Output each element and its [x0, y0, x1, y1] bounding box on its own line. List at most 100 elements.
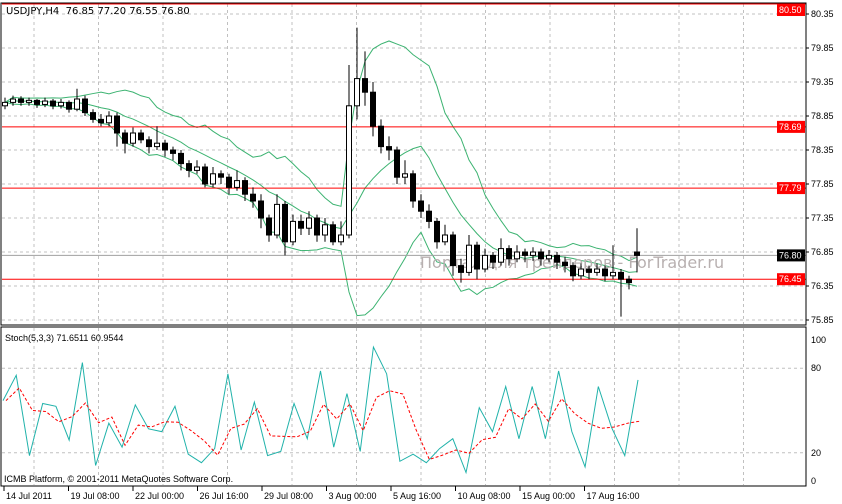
bull-candle: [402, 173, 408, 178]
bull-candle: [354, 78, 360, 107]
bull-candle: [530, 251, 536, 256]
stoch-tick-label: 20: [811, 448, 821, 458]
bear-candle: [602, 268, 608, 277]
bear-candle: [266, 217, 272, 236]
bear-candle: [90, 112, 96, 120]
bull-candle: [610, 271, 616, 277]
level-price-label: 80.50: [779, 5, 802, 15]
symbol-header: USDJPY,H4 76.85 77.20 76.55 76.80: [6, 6, 190, 17]
bear-candle: [242, 180, 248, 195]
bear-candle: [298, 220, 304, 229]
bull-candle: [210, 173, 216, 185]
time-tick-label: 29 Jul 08:00: [264, 491, 313, 501]
bear-candle: [330, 224, 336, 243]
time-tick-label: 5 Aug 16:00: [393, 491, 441, 501]
stoch-header: Stoch(5,3,3) 71.6511 60.9544: [5, 333, 123, 343]
price-tick-label: 77.85: [811, 179, 834, 189]
bear-candle: [314, 217, 320, 236]
time-tick-label: 14 Jul 2011: [6, 491, 52, 501]
price-tick-label: 78.85: [811, 111, 834, 121]
bull-candle: [42, 100, 48, 105]
bear-candle: [474, 244, 480, 270]
bull-candle: [322, 224, 328, 236]
bull-candle: [154, 142, 160, 148]
bear-candle: [370, 91, 376, 127]
bull-candle: [130, 132, 136, 144]
bull-candle: [546, 254, 552, 260]
bear-candle: [226, 176, 232, 188]
current-price-tag: [777, 249, 805, 262]
bear-candle: [66, 101, 72, 110]
bear-candle: [450, 234, 456, 267]
bull-candle: [10, 98, 16, 103]
bear-candle: [418, 200, 424, 212]
bear-candle: [82, 98, 88, 114]
bull-candle: [26, 99, 32, 103]
candles: [2, 27, 640, 317]
stochastic-panel: [2, 345, 642, 475]
stoch-tick-label: 0: [811, 476, 816, 486]
bear-candle: [114, 115, 120, 134]
price-tick-label: 75.85: [811, 315, 834, 325]
level-price-tag: [777, 4, 805, 16]
bull-candle: [514, 251, 520, 260]
bear-candle: [626, 278, 632, 284]
bear-candle: [18, 98, 24, 103]
price-tick-label: 79.35: [811, 77, 834, 87]
bear-candle: [618, 271, 624, 280]
bear-candle: [490, 254, 496, 263]
bollinger-upper-band: [4, 40, 638, 262]
bull-candle: [194, 166, 200, 171]
bear-candle: [362, 78, 368, 93]
bull-candle: [578, 268, 584, 277]
time-tick-label: 26 Jul 16:00: [200, 491, 249, 501]
bear-candle: [138, 132, 144, 141]
bull-candle: [498, 248, 504, 263]
bear-candle: [434, 220, 440, 243]
bear-candle: [250, 193, 256, 202]
bear-candle: [146, 139, 152, 148]
stoch-signal-line: [5, 387, 642, 460]
bear-candle: [202, 166, 208, 185]
level-price-tag: [777, 182, 805, 195]
bear-candle: [178, 152, 184, 165]
price-tick-label: 77.35: [811, 213, 834, 223]
watermark: Портал для трейдеров - ForTrader.ru: [420, 253, 724, 272]
time-tick-label: 15 Aug 00:00: [522, 491, 575, 501]
level-lines[interactable]: 80.50 78.69 77.79 76.45 76.80: [2, 3, 806, 286]
bull-candle: [274, 203, 280, 236]
bollinger-bands: [4, 40, 638, 317]
time-tick-label: 19 Jul 08:00: [71, 491, 120, 501]
bull-candle: [106, 115, 112, 124]
bollinger-lower-band: [4, 101, 638, 317]
stoch-tick-label: 100: [811, 335, 826, 345]
time-tick-label: 17 Aug 16:00: [587, 491, 640, 501]
bull-candle: [74, 98, 80, 110]
bear-candle: [122, 132, 128, 144]
main-frame: [0, 2, 807, 326]
level-price-label: 78.69: [779, 122, 802, 132]
bear-candle: [170, 149, 176, 154]
bear-candle: [538, 251, 544, 260]
level-price-tag: [777, 273, 805, 286]
bear-candle: [522, 251, 528, 256]
bear-candle: [162, 142, 168, 151]
bear-candle: [410, 173, 416, 202]
bear-candle: [458, 265, 464, 273]
bear-candle: [34, 99, 40, 105]
bear-candle: [634, 251, 640, 256]
bear-candle: [258, 200, 264, 219]
bull-candle: [594, 268, 600, 273]
bear-candle: [570, 265, 576, 277]
bull-candle: [58, 101, 64, 107]
level-price-label: 77.79: [779, 183, 802, 193]
bull-candle: [466, 244, 472, 273]
level-price-label: 76.45: [779, 274, 802, 284]
bull-candle: [482, 254, 488, 270]
bull-candle: [234, 180, 240, 188]
bull-candle: [290, 220, 296, 243]
bear-candle: [554, 254, 560, 263]
current-price-label: 76.80: [779, 250, 802, 260]
bear-candle: [586, 268, 592, 273]
